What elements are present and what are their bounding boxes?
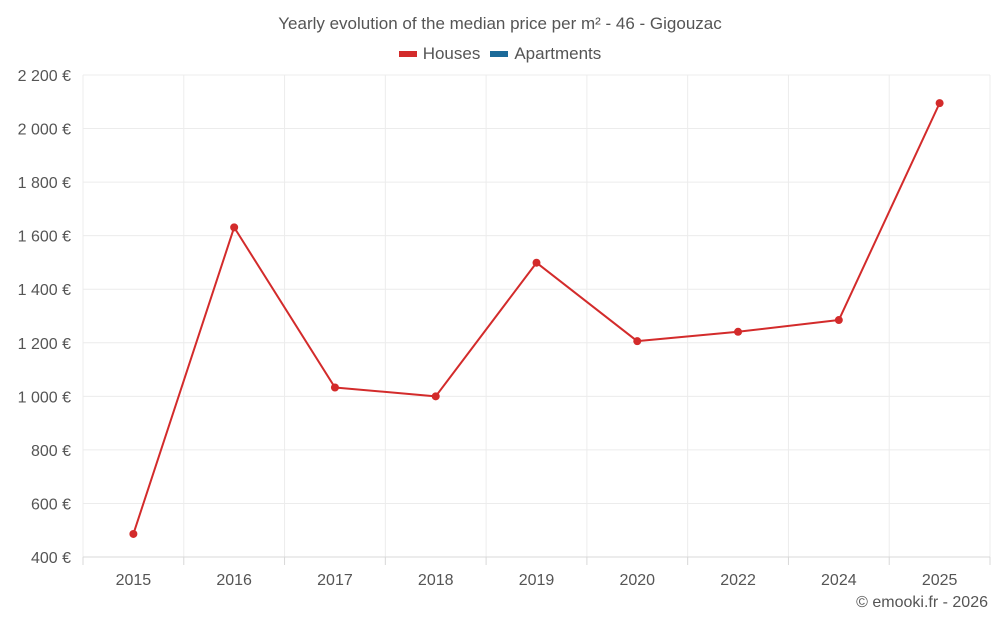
legend-swatch-houses bbox=[398, 51, 417, 57]
data-point bbox=[633, 337, 642, 346]
y-tick-label: 1 400 € bbox=[18, 282, 71, 299]
x-tick-label: 2025 bbox=[922, 572, 958, 589]
y-tick-label: 800 € bbox=[31, 443, 71, 460]
data-point bbox=[230, 223, 239, 232]
data-point bbox=[734, 327, 743, 336]
series-line-houses bbox=[132, 102, 941, 535]
x-tick-label: 2016 bbox=[216, 572, 252, 589]
data-point bbox=[330, 383, 339, 392]
y-tick-label: 1 000 € bbox=[18, 389, 71, 406]
y-tick-label: 2 200 € bbox=[18, 68, 71, 85]
legend-item-apartments[interactable]: Apartments bbox=[490, 44, 601, 64]
chart-title: Yearly evolution of the median price per… bbox=[278, 14, 722, 33]
data-point bbox=[935, 99, 944, 108]
x-tick-label: 2022 bbox=[720, 572, 756, 589]
y-tick-label: 400 € bbox=[31, 550, 71, 567]
x-tick-label: 2015 bbox=[116, 572, 152, 589]
legend-swatch-apartments bbox=[490, 51, 509, 57]
x-tick-label: 2017 bbox=[317, 572, 353, 589]
legend: Houses Apartments bbox=[0, 44, 1000, 64]
y-tick-label: 600 € bbox=[31, 496, 71, 513]
data-point bbox=[431, 392, 440, 401]
x-tick-label: 2020 bbox=[619, 572, 655, 589]
x-tick-label: 2024 bbox=[821, 572, 857, 589]
y-tick-label: 2 000 € bbox=[18, 122, 71, 139]
legend-item-houses[interactable]: Houses bbox=[398, 44, 481, 64]
legend-label-houses: Houses bbox=[422, 44, 481, 63]
data-point bbox=[532, 258, 541, 267]
x-tick-label: 2019 bbox=[519, 572, 555, 589]
y-tick-label: 1 600 € bbox=[18, 229, 71, 246]
x-tick-label: 2018 bbox=[418, 572, 454, 589]
credit-text: © emooki.fr - 2026 bbox=[856, 594, 988, 611]
data-point bbox=[129, 529, 138, 538]
y-tick-label: 1 200 € bbox=[18, 336, 71, 353]
y-tick-label: 1 800 € bbox=[18, 175, 71, 192]
data-point bbox=[834, 316, 843, 325]
legend-label-apartments: Apartments bbox=[514, 44, 602, 63]
